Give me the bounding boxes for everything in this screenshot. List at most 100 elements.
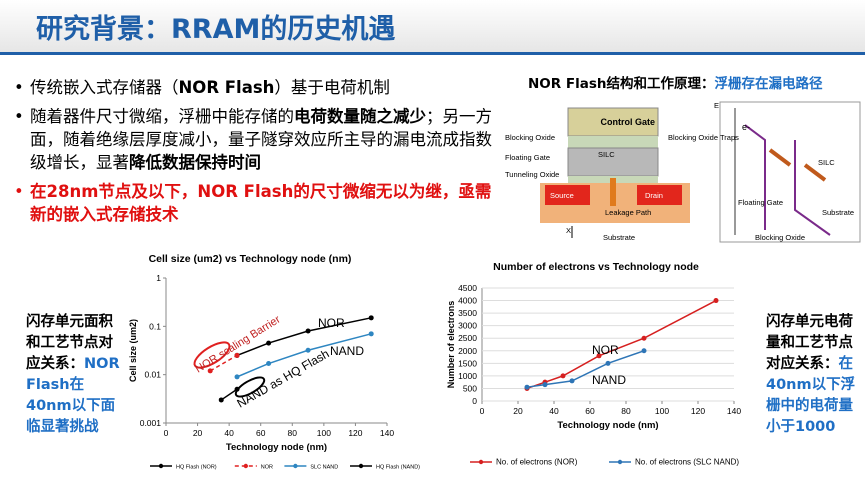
x-tick-label: 100	[317, 428, 331, 438]
bullet-text: ）基于电荷机制	[274, 78, 390, 97]
data-point	[641, 348, 647, 354]
y-tick-label: 2500	[458, 333, 477, 343]
data-point	[368, 315, 374, 321]
y-tick-label: 0.1	[149, 321, 161, 331]
diagram-label: e-	[742, 122, 750, 132]
bullet-text: 降低数据保持时间	[129, 153, 261, 172]
bullet: 传统嵌入式存储器（NOR Flash）基于电荷机制	[14, 76, 494, 99]
chart-title: Cell size (um2) vs Technology node (nm)	[149, 253, 352, 265]
annotation: NAND	[330, 344, 364, 358]
data-point	[234, 374, 240, 380]
x-tick-label: 40	[549, 406, 559, 416]
series-line	[220, 388, 238, 401]
x-tick-label: 20	[193, 428, 203, 438]
y-tick-label: 4000	[458, 296, 477, 306]
annotation-ellipse	[193, 341, 231, 369]
data-point	[266, 340, 272, 346]
diagram-label: Tunneling Oxide	[505, 170, 559, 179]
series-line	[236, 317, 372, 357]
device-diagram	[540, 101, 861, 243]
data-point	[266, 361, 272, 367]
legend-label: No. of electrons (SLC NAND)	[635, 458, 739, 467]
legend-marker	[243, 463, 248, 469]
x-tick-label: 140	[380, 428, 394, 438]
x-tick-label: 20	[513, 406, 523, 416]
data-point	[569, 378, 575, 384]
y-tick-label: 500	[463, 383, 477, 393]
annotation-ellipse	[234, 376, 266, 398]
data-point	[524, 384, 530, 390]
data-point	[605, 360, 611, 366]
series-line	[209, 354, 238, 372]
y-tick-label: 0	[472, 396, 477, 406]
data-point	[207, 368, 213, 374]
bullet-text: 传统嵌入式存储器（	[30, 78, 179, 97]
diagram-label: X	[566, 226, 571, 235]
x-axis-label: Technology node (nm)	[226, 442, 327, 453]
x-tick-label: 120	[691, 406, 705, 416]
legend-label: HQ Flash (NOR)	[176, 465, 217, 471]
bullet-text: 电荷数量随之减少	[294, 107, 426, 126]
y-tick-label: 3500	[458, 308, 477, 318]
diagram-label: Source	[550, 191, 574, 200]
data-point	[305, 328, 311, 334]
diagram-label: Drain	[645, 191, 663, 200]
annotation: NAND	[592, 373, 626, 387]
y-tick-label: 1500	[458, 358, 477, 368]
legend-label: No. of electrons (NOR)	[496, 458, 578, 467]
data-point	[713, 298, 719, 304]
bullet-text: 在28nm节点及以下，NOR Flash的尺寸微缩无以为继，亟需新的嵌入式存储技…	[30, 182, 492, 224]
legend-marker	[478, 459, 484, 465]
legend-label: HQ Flash (NAND)	[376, 465, 420, 471]
diagram-label: Floating Gate	[738, 198, 783, 207]
data-point	[641, 335, 647, 341]
data-point	[596, 353, 602, 359]
diagram-label: Floating Gate	[505, 153, 550, 162]
legend-label: SLC NAND	[310, 465, 338, 471]
x-tick-label: 100	[655, 406, 669, 416]
y-axis-label: Number of electrons	[446, 301, 456, 389]
x-tick-label: 60	[256, 428, 266, 438]
diagram-label: SILC	[598, 150, 615, 159]
title-rule	[0, 52, 865, 55]
annotation: NOR	[592, 343, 619, 357]
bullet-text: 随着器件尺寸微缩，浮栅中能存储的	[30, 107, 294, 126]
bullet: 随着器件尺寸微缩，浮栅中能存储的电荷数量随之减少；另一方面，随着绝缘层厚度减小，…	[14, 105, 494, 174]
diagram-label: Control Gate	[600, 117, 655, 127]
x-tick-label: 80	[621, 406, 631, 416]
diagram-label: Blocking Oxide	[755, 233, 805, 242]
diagram-title: NOR Flash结构和工作原理：浮栅存在漏电路径	[528, 75, 823, 92]
y-tick-label: 0.001	[140, 418, 162, 428]
legend-marker	[617, 459, 623, 465]
annotation: NAND as HQ Flash	[235, 346, 332, 410]
legend-label: NOR	[261, 465, 273, 471]
diagram-label: SILC	[818, 158, 835, 167]
diagram-label: Blocking Oxide	[505, 133, 555, 142]
y-tick-label: 4500	[458, 283, 477, 293]
title-bar	[0, 0, 865, 52]
data-point	[542, 382, 548, 388]
legend-marker	[358, 463, 364, 469]
x-tick-label: 140	[727, 406, 741, 416]
y-tick-label: 1000	[458, 371, 477, 381]
data-point	[368, 331, 374, 337]
y-axis-label: Cell size (um2)	[128, 319, 138, 382]
bullet-text: NOR Flash	[178, 78, 275, 97]
data-point	[218, 397, 224, 403]
x-tick-label: 120	[348, 428, 362, 438]
x-tick-label: 80	[288, 428, 298, 438]
y-tick-label: 1	[156, 273, 161, 283]
data-point	[560, 373, 566, 379]
diagram-label: Substrate	[822, 208, 854, 217]
bullet-text: ；另一方面，随着绝缘层厚度减小，量子隧穿效应所主导的漏电流成指数级增长，显著	[30, 107, 492, 172]
annotation: NOR	[318, 316, 345, 330]
data-point	[234, 352, 240, 358]
x-tick-label: 0	[164, 428, 169, 438]
y-tick-label: 0.01	[144, 370, 161, 380]
right-note: 闪存单元电荷量和工艺节点对应关系：在40nm以下浮栅中的电荷量小于1000	[766, 314, 856, 435]
x-tick-label: 60	[585, 406, 595, 416]
diagram-label: Leakage Path	[605, 208, 651, 217]
y-tick-label: 3000	[458, 321, 477, 331]
